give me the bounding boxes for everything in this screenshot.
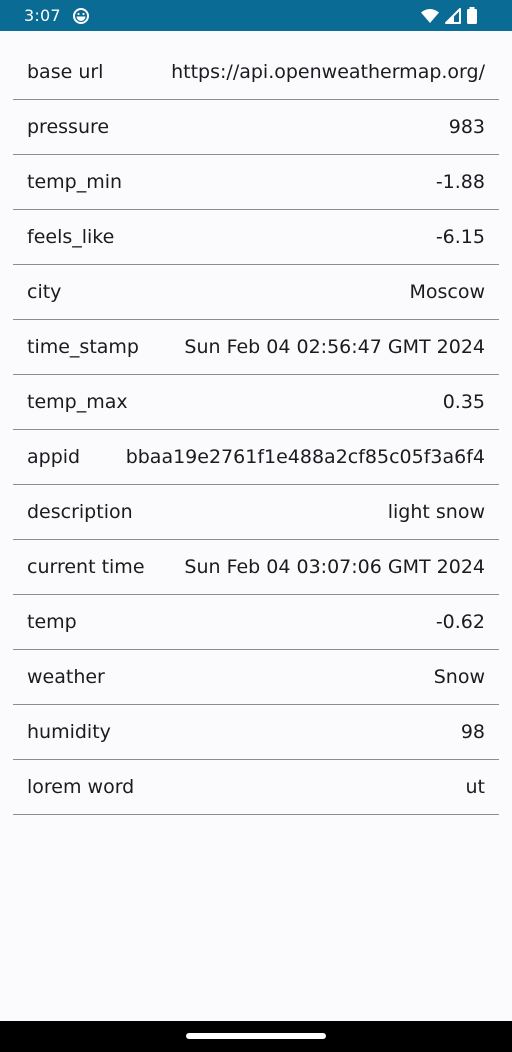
status-bar: 3:07 bbox=[0, 0, 512, 31]
item-value: https://api.openweathermap.org/ bbox=[171, 61, 485, 83]
list-item: weather Snow bbox=[13, 650, 499, 705]
home-handle[interactable] bbox=[186, 1033, 326, 1039]
list-item: feels_like -6.15 bbox=[13, 210, 499, 265]
item-key: lorem word bbox=[27, 776, 135, 798]
item-value: bbaa19e2761f1e488a2cf85c05f3a6f4 bbox=[125, 446, 485, 468]
list-item: description light snow bbox=[13, 485, 499, 540]
item-value: 983 bbox=[448, 116, 485, 138]
list-item: base url https://api.openweathermap.org/ bbox=[13, 45, 499, 100]
status-icons bbox=[420, 6, 492, 26]
item-key: time_stamp bbox=[27, 336, 139, 358]
item-key: appid bbox=[27, 446, 81, 468]
item-key: humidity bbox=[27, 721, 111, 743]
item-key: temp bbox=[27, 611, 77, 633]
item-value: -1.88 bbox=[435, 171, 485, 193]
item-value: 0.35 bbox=[442, 391, 485, 413]
item-value: Sun Feb 04 03:07:06 GMT 2024 bbox=[184, 556, 485, 578]
item-key: pressure bbox=[27, 116, 110, 138]
item-value: light snow bbox=[387, 501, 485, 523]
navigation-bar bbox=[0, 1021, 512, 1052]
list-item: city Moscow bbox=[13, 265, 499, 320]
list-item: humidity 98 bbox=[13, 705, 499, 760]
item-key: feels_like bbox=[27, 226, 115, 248]
item-value: Sun Feb 04 02:56:47 GMT 2024 bbox=[184, 336, 485, 358]
item-value: -0.62 bbox=[435, 611, 485, 633]
item-value: -6.15 bbox=[435, 226, 485, 248]
list-item: time_stamp Sun Feb 04 02:56:47 GMT 2024 bbox=[13, 320, 499, 375]
list-item: temp_min -1.88 bbox=[13, 155, 499, 210]
list-item: appid bbaa19e2761f1e488a2cf85c05f3a6f4 bbox=[13, 430, 499, 485]
status-time: 3:07 bbox=[24, 6, 61, 25]
list-item: temp_max 0.35 bbox=[13, 375, 499, 430]
item-key: temp_min bbox=[27, 171, 123, 193]
item-value: Moscow bbox=[409, 281, 485, 303]
item-key: city bbox=[27, 281, 62, 303]
item-value: 98 bbox=[460, 721, 485, 743]
item-key: description bbox=[27, 501, 133, 523]
list-item: current time Sun Feb 04 03:07:06 GMT 2024 bbox=[13, 540, 499, 595]
item-key: current time bbox=[27, 556, 145, 578]
list-item: temp -0.62 bbox=[13, 595, 499, 650]
list-item: lorem word ut bbox=[13, 760, 499, 815]
item-key: temp_max bbox=[27, 391, 128, 413]
item-key: weather bbox=[27, 666, 105, 688]
item-value: Snow bbox=[433, 666, 485, 688]
item-value: ut bbox=[465, 776, 486, 798]
weather-data-list: base url https://api.openweathermap.org/p… bbox=[13, 45, 499, 815]
list-item: pressure 983 bbox=[13, 100, 499, 155]
app-notification-icon bbox=[72, 7, 90, 25]
item-key: base url bbox=[27, 61, 104, 83]
